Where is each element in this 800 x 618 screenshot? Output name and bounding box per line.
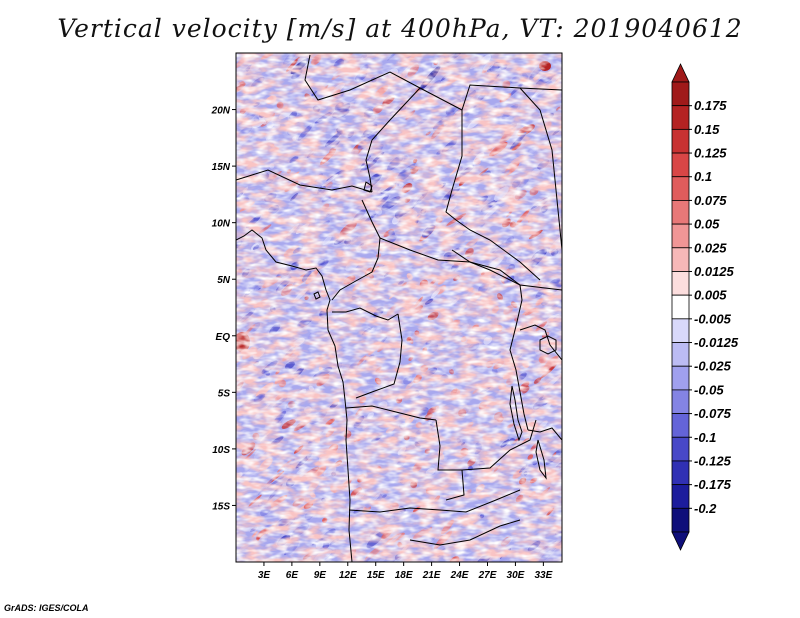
axis-ticks: 3E 6E 9E 12E 15E 18E 21E 24E 27E 30E 33E 20N 15N 10N 5… (211, 106, 553, 581)
colorbar-bin (671, 152, 690, 178)
x-tick-label: 9E (314, 570, 327, 581)
colorbar-bin (671, 128, 690, 154)
colorbar-top-arrow (671, 63, 690, 83)
x-tick-label: 27E (478, 570, 497, 581)
border-cameroon-south (332, 307, 399, 321)
colorbar-bin (671, 389, 690, 414)
x-tick-label: 12E (339, 570, 357, 581)
x-tick-label: 33E (534, 570, 552, 581)
colorbar-bin (671, 200, 690, 225)
border-chad-sudan (445, 110, 541, 281)
colorbar-label: -0.0125 (694, 335, 739, 350)
colorbar-label: 0.025 (694, 240, 727, 255)
x-tick-label: 18E (395, 570, 413, 581)
colorbar-bottom-arrow (671, 531, 690, 551)
colorbar-bin (671, 247, 690, 272)
colorbar: 0.175 0.15 0.125 0.1 0.075 0.05 0.025 0.0125 0.0… (671, 63, 739, 551)
border-congo-drc (355, 313, 403, 399)
west-africa-coastline (236, 229, 353, 562)
colorbar-label: -0.075 (694, 406, 732, 421)
colorbar-label: 0.05 (694, 217, 720, 232)
coastlines-borders (236, 54, 562, 562)
colorbar-label: -0.125 (694, 453, 732, 468)
grads-credit: GrADS: IGES/COLA (4, 603, 89, 613)
y-tick-label: 10S (212, 445, 230, 456)
colorbar-label: 0.0125 (694, 264, 735, 279)
lake-malawi (535, 439, 547, 480)
border-mali-niger (236, 169, 373, 193)
velocity-field (236, 53, 562, 562)
border-uganda-kenya (519, 324, 562, 361)
x-tick-label: 30E (507, 570, 525, 581)
x-tick-label: 15E (367, 570, 385, 581)
colorbar-label: -0.025 (694, 359, 732, 374)
colorbar-label: 0.1 (694, 169, 712, 184)
border-egypt-sudan (461, 84, 562, 111)
y-tick-label: 10N (212, 219, 231, 230)
colorbar-bin (671, 342, 690, 367)
colorbar-bin (671, 365, 690, 391)
field-noise-white (236, 53, 562, 562)
lake-tanganyika (509, 385, 523, 442)
colorbar-label: 0.125 (694, 146, 727, 161)
border-botswana (409, 519, 521, 546)
border-car (379, 237, 521, 286)
colorbar-bin (671, 223, 690, 249)
colorbar-bin (671, 105, 690, 130)
colorbar-label: -0.175 (694, 477, 732, 492)
colorbar-label: -0.05 (694, 382, 724, 397)
map-title: Vertical velocity [m/s] at 400hPa, VT: 2… (57, 14, 743, 43)
bioko-island (313, 291, 321, 300)
lake-victoria (539, 335, 557, 355)
x-tick-label: 3E (258, 570, 271, 581)
border-namibia (348, 489, 521, 513)
border-tanzania (527, 427, 562, 441)
colorbar-bin (671, 294, 690, 320)
border-nigeria-cameroon (331, 199, 381, 301)
y-tick-label: 5N (217, 275, 231, 286)
red-sea-coast (519, 87, 562, 251)
colorbar-bin (671, 176, 690, 201)
colorbar-label: 0.005 (694, 288, 727, 303)
border-south-sudan (451, 249, 562, 291)
colorbar-bin (671, 484, 690, 509)
colorbar-label: -0.1 (694, 430, 716, 445)
lake-chad (363, 181, 373, 193)
colorbar-bin (671, 436, 690, 462)
border-angola-north (345, 405, 437, 421)
colorbar-bin (671, 507, 690, 533)
y-tick-label: EQ (216, 332, 231, 343)
x-tick-label: 24E (450, 570, 469, 581)
border-zambia (461, 419, 537, 471)
map-frame (235, 52, 563, 563)
colorbar-label: -0.005 (694, 311, 732, 326)
colorbar-bin (671, 318, 690, 343)
y-tick-label: 20N (211, 106, 231, 117)
colorbar-label: 0.075 (694, 193, 727, 208)
colorbar-label: -0.2 (694, 501, 717, 516)
colorbar-label: 0.15 (694, 122, 720, 137)
y-tick-label: 15N (212, 162, 231, 173)
y-tick-label: 15S (212, 501, 230, 512)
y-tick-label: 5S (218, 388, 231, 399)
border-drc-east (509, 284, 529, 431)
x-tick-label: 21E (422, 570, 441, 581)
colorbar-bin (671, 81, 690, 107)
colorbar-bin (671, 460, 690, 486)
x-tick-label: 6E (286, 570, 299, 581)
colorbar-bin (671, 271, 690, 296)
border-niger-chad (365, 87, 421, 193)
colorbar-label: 0.175 (694, 98, 727, 113)
colorbar-bin (671, 413, 690, 438)
border-angola-zambia (435, 419, 465, 501)
